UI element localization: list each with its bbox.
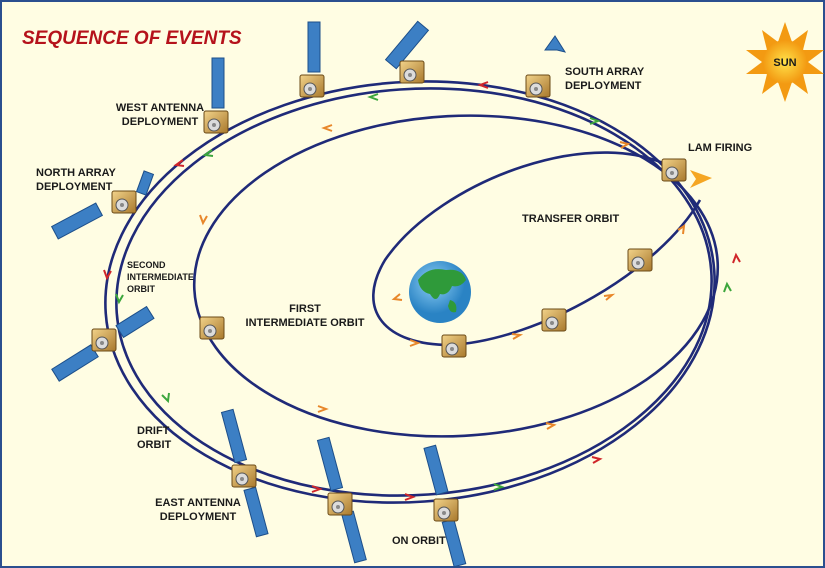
label: LAM FIRING [688, 142, 752, 154]
label: FIRST [289, 303, 321, 315]
sun-label: SUN [773, 57, 796, 69]
label: INTERMEDIATE [127, 272, 194, 282]
label: INTERMEDIATE ORBIT [246, 317, 365, 329]
label: SECOND [127, 260, 166, 270]
label: DEPLOYMENT [36, 181, 113, 193]
label: TRANSFER ORBIT [522, 213, 619, 225]
diagram: SUN SEQUENCE OF EVENTS SOUTH ARRAY DEPLO… [0, 0, 825, 568]
title: SEQUENCE OF EVENTS [22, 28, 242, 49]
label: ON ORBIT [392, 535, 446, 547]
label: WEST ANTENNA [116, 102, 204, 114]
label: ORBIT [127, 284, 156, 294]
label: ORBIT [137, 439, 172, 451]
label: NORTH ARRAY [36, 167, 117, 179]
earth [409, 261, 471, 323]
label: SOUTH ARRAY [565, 66, 645, 78]
label: DEPLOYMENT [122, 116, 199, 128]
label: DEPLOYMENT [565, 80, 642, 92]
label: EAST ANTENNA [155, 497, 241, 509]
label: DEPLOYMENT [160, 511, 237, 523]
label: DRIFT [137, 425, 170, 437]
